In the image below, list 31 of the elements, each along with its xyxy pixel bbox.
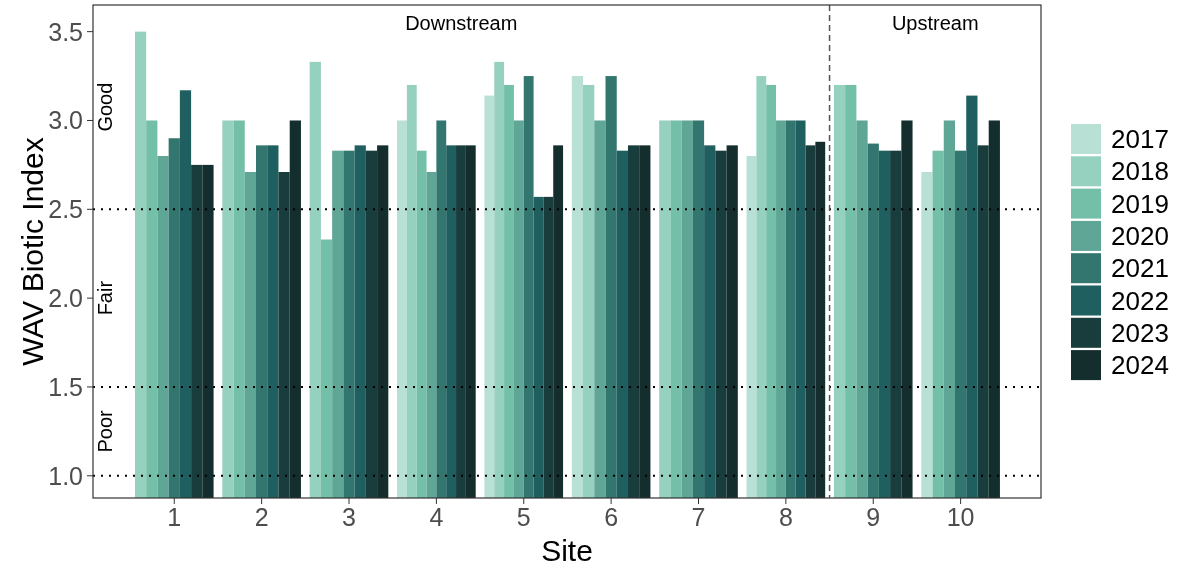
x-tick-label: 4 [429,503,444,531]
x-axis-title: Site [541,534,593,567]
y-tick-label: 1.0 [48,461,83,490]
x-tick-label: 3 [342,503,356,531]
legend-label: 2022 [1111,285,1169,316]
legend-label: 2023 [1111,317,1169,348]
annotation: Downstream [405,12,518,34]
legend-label: 2021 [1111,253,1169,284]
y-tick-label: 1.5 [48,372,83,401]
y-tick-label: 2.0 [48,284,83,313]
y-tick-label: 3.0 [48,106,83,135]
y-tick-label: 2.5 [48,195,83,224]
x-tick-label: 1 [167,503,182,531]
x-tick-label: 9 [866,503,881,531]
annotation: Upstream [891,12,979,34]
legend-label: 2024 [1111,350,1169,381]
x-tick-label: 10 [946,503,975,531]
legend-label: 2019 [1111,188,1169,219]
annotation: Fair [94,280,116,316]
legend-label: 2020 [1111,220,1169,251]
y-axis-title: WAV Biotic Index [15,137,49,366]
legend-label: 2017 [1111,124,1169,154]
annotation: Poor [94,409,116,453]
x-tick-label: 2 [254,503,269,531]
x-tick-label: 5 [516,503,531,531]
y-tick-label: 3.5 [48,17,83,46]
x-tick-label: 8 [778,503,793,531]
annotation: Good [94,82,116,132]
legend-label: 2018 [1111,156,1169,187]
x-tick-label: 6 [604,503,619,531]
x-tick-label: 7 [691,503,706,531]
